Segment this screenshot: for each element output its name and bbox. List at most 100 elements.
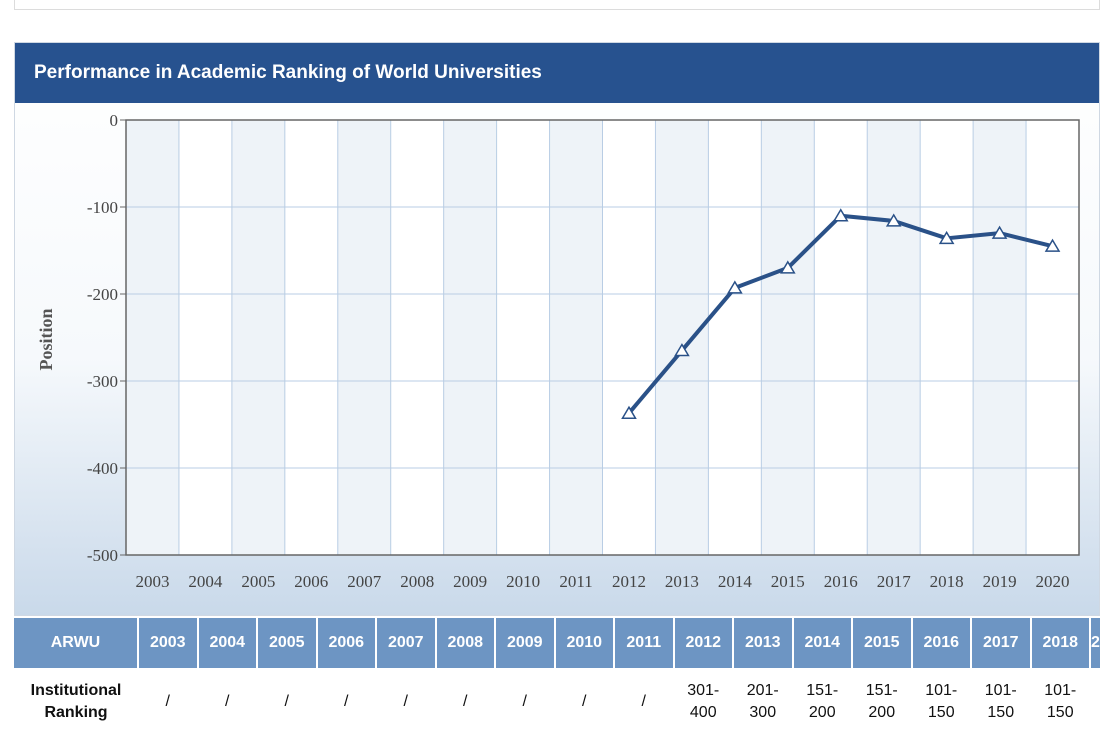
ranking-line2: 150 (987, 704, 1015, 721)
x-tick-label: 2013 (665, 572, 699, 591)
ranking-line2: 400 (689, 704, 717, 721)
data-point-marker (727, 280, 743, 294)
table-header-year: 2003 (138, 618, 199, 668)
data-point-marker (938, 230, 955, 245)
table-header-year: 2017 (971, 618, 1032, 668)
table-cell-ranking: 301- 400 (674, 668, 734, 736)
table-header-year: 2011 (614, 618, 675, 668)
y-tick-label: 0 (110, 111, 119, 130)
column-band (549, 120, 603, 555)
table-header-year: 2014 (792, 618, 853, 668)
table-header-year: 2010 (554, 618, 615, 668)
x-tick-label: 2014 (718, 572, 753, 591)
ranking-line1: / (522, 693, 527, 710)
y-tick-label: -300 (87, 372, 118, 391)
data-point-marker (991, 225, 1008, 239)
table-header-year: 2004 (197, 618, 258, 668)
x-tick-label: 2007 (347, 572, 382, 591)
ranking-line1: 151- (806, 682, 839, 699)
table-cell-ranking: 151- 200 (852, 668, 912, 736)
ranking-line1: / (344, 693, 349, 710)
column-band (761, 120, 815, 555)
ranking-line1: 201- (746, 682, 779, 699)
x-tick-label: 2016 (824, 572, 858, 591)
y-tick-label: -500 (87, 546, 118, 565)
ranking-line1: 101- (925, 682, 958, 699)
table-cell-ranking: / (257, 668, 317, 736)
x-tick-label: 2003 (135, 572, 169, 591)
data-point-marker (779, 260, 796, 274)
table-cell-ranking: 201- 300 (733, 668, 793, 736)
column-band (867, 120, 921, 555)
x-tick-label: 2009 (453, 572, 487, 591)
table-cell-ranking: / (198, 668, 258, 736)
data-point-marker (621, 405, 637, 419)
x-tick-label: 2005 (241, 572, 275, 591)
table-header-year: 2006 (316, 618, 377, 668)
table-header-year: 2013 (733, 618, 794, 668)
data-point-marker (832, 208, 849, 222)
ranking-line2: 150 (1046, 704, 1074, 721)
column-band (655, 120, 709, 555)
x-tick-label: 2010 (506, 572, 540, 591)
x-tick-label: 2018 (930, 572, 964, 591)
ranking-line1: / (463, 693, 468, 710)
table-cell-ranking: / (436, 668, 496, 736)
ranking-line2: 300 (749, 704, 777, 721)
column-band (126, 120, 179, 555)
ranking-line2: 150 (927, 704, 955, 721)
ranking-line1: / (165, 693, 170, 710)
column-band (231, 120, 285, 555)
data-point-marker (885, 213, 902, 227)
arwu-line-chart: 0 -100 -200 -300 -400 -500 2003 2004 2005 2006 200… (36, 111, 1080, 591)
x-tick-label: 2019 (983, 572, 1017, 591)
x-tick-label: 2017 (877, 572, 912, 591)
y-tick-label: -400 (87, 459, 118, 478)
table-header-year: 2012 (673, 618, 734, 668)
row-label-institutional-ranking: Institutional Ranking (14, 668, 138, 736)
table-cell-ranking: / (317, 668, 377, 736)
ranking-line1: 301- (687, 682, 720, 699)
data-point-marker (674, 343, 690, 357)
y-tick-label: -100 (87, 198, 118, 217)
table-cell-ranking: 101- 150 (971, 668, 1031, 736)
table-header-year: 2008 (435, 618, 496, 668)
table-cell-ranking: / (495, 668, 555, 736)
table-cell-ranking (1090, 668, 1101, 736)
panel-title: Performance in Academic Ranking of World… (15, 43, 1099, 103)
table-header-year: 2015 (852, 618, 913, 668)
column-band (973, 120, 1027, 555)
table-header-year: 2016 (911, 618, 972, 668)
table-row: Institutional Ranking / / / / / / / / / 301- 400 20… (14, 668, 1101, 736)
table-cell-ranking: / (614, 668, 674, 736)
row-label-line2: Ranking (44, 704, 108, 721)
ranking-line1: / (403, 693, 408, 710)
row-label-line1: Institutional (30, 682, 122, 699)
ranking-line1: / (641, 693, 646, 710)
top-card-edge (14, 0, 1100, 10)
table-header-year: 2 (1090, 618, 1101, 668)
table-cell-ranking: / (376, 668, 436, 736)
plot-frame (125, 119, 1080, 556)
data-point-marker (1044, 238, 1061, 252)
ranking-line2: 200 (808, 704, 836, 721)
table-header-year: 2007 (376, 618, 437, 668)
x-tick-label: 2008 (400, 572, 434, 591)
table-header-year: 2005 (257, 618, 318, 668)
table-header-year: 2018 (1030, 618, 1091, 668)
table-cell-ranking: 151- 200 (793, 668, 853, 736)
table-header-arwu: ARWU (14, 618, 139, 668)
x-tick-label: 2012 (612, 572, 646, 591)
ranking-line1: / (284, 693, 289, 710)
column-band (337, 120, 391, 555)
x-tick-label: 2004 (188, 572, 223, 591)
ranking-line1: 151- (865, 682, 898, 699)
y-axis-title: Position (36, 308, 56, 370)
x-tick-label: 2006 (294, 572, 328, 591)
ranking-line1: / (225, 693, 230, 710)
ranking-line1: 101- (1044, 682, 1077, 699)
table-header-row: ARWU 2003 2004 2005 2006 2007 2008 2009 2010 201… (14, 618, 1101, 668)
ranking-line1: / (582, 693, 587, 710)
table-cell-ranking: / (138, 668, 198, 736)
column-band (443, 120, 497, 555)
